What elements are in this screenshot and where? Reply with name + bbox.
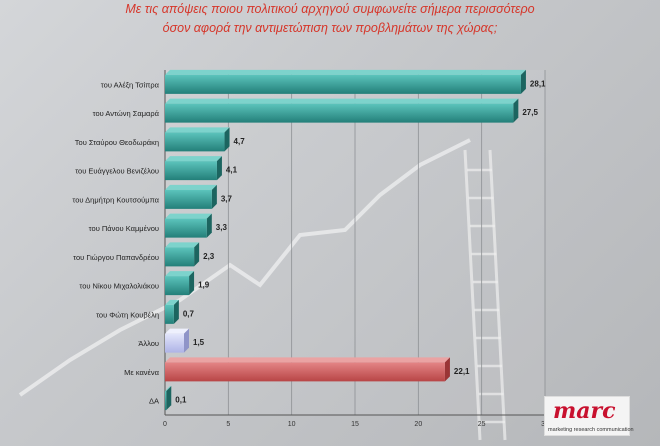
bar xyxy=(165,218,207,238)
value-label: 4,1 xyxy=(226,166,238,175)
bar-side-face xyxy=(194,242,200,267)
value-label: 27,5 xyxy=(522,108,538,117)
x-tick-label: 15 xyxy=(351,421,359,428)
chart-title: Με τις απόψεις ποιου πολιτικού αρχηγού σ… xyxy=(0,0,660,38)
category-label: του Αλέξη Τσίπρα xyxy=(101,80,160,89)
category-label: του Δημήτρη Κουτσούμπα xyxy=(72,195,159,204)
bar xyxy=(165,161,217,181)
value-label: 1,9 xyxy=(198,281,210,290)
category-label: Του Σταύρου Θεοδωράκη xyxy=(75,138,159,147)
category-label: του Φώτη Κουβέλη xyxy=(96,310,159,319)
category-label: Άλλου xyxy=(138,339,159,348)
bar xyxy=(165,304,174,324)
title-line-1: Με τις απόψεις ποιου πολιτικού αρχηγού σ… xyxy=(125,2,535,16)
logo-tagline: marketing research communication xyxy=(548,427,634,433)
bar-top-face xyxy=(165,156,222,162)
logo-mark: marc xyxy=(553,398,616,424)
category-label: του Γιώργου Παπανδρέου xyxy=(73,253,159,262)
bar-side-face xyxy=(224,127,230,152)
value-label: 3,7 xyxy=(221,194,233,203)
bar-side-face xyxy=(184,328,189,353)
bar-side-face xyxy=(211,184,217,209)
x-tick-label: 0 xyxy=(163,421,167,428)
value-label: 4,7 xyxy=(234,137,246,146)
category-label: Με κανένα xyxy=(124,368,160,377)
value-label: 2,3 xyxy=(203,252,215,261)
x-tick-label: 25 xyxy=(478,421,486,428)
bar-side-face xyxy=(513,98,519,123)
ladder-rail-left xyxy=(463,149,482,441)
category-label: του Νίκου Μιχαλολιάκου xyxy=(79,282,159,291)
x-tick-label: 10 xyxy=(288,421,296,428)
bar-side-face xyxy=(189,271,195,296)
value-label: 28,1 xyxy=(530,79,546,88)
bar xyxy=(165,74,521,94)
bar-side-face xyxy=(173,299,179,324)
value-label: 3,3 xyxy=(216,223,228,232)
bar-top-face xyxy=(165,127,230,133)
bar-side-face xyxy=(206,213,212,238)
value-label: 1,5 xyxy=(193,338,205,347)
title-line-2: όσον αφορά την αντιμετώπιση των προβλημά… xyxy=(162,21,498,35)
bar xyxy=(165,333,184,353)
bar xyxy=(165,103,514,123)
bar xyxy=(165,247,195,267)
bar-top-face xyxy=(165,98,519,104)
background-trend-line xyxy=(18,138,471,397)
value-label: 22,1 xyxy=(454,367,470,376)
x-tick-label: 5 xyxy=(226,421,230,428)
bar-side-face xyxy=(216,156,222,181)
bar xyxy=(165,189,212,209)
bar-side-face xyxy=(166,386,172,411)
bar xyxy=(165,132,225,152)
category-label: του Αντώνη Σαμαρά xyxy=(93,109,160,118)
bar-side-face xyxy=(520,69,526,94)
bar xyxy=(165,362,445,382)
x-tick-label: 20 xyxy=(414,421,422,428)
bar-top-face xyxy=(165,328,189,334)
category-label: του Πάνου Καμμένου xyxy=(89,224,159,233)
bar-side-face xyxy=(444,357,450,382)
value-label: 0,7 xyxy=(183,309,195,318)
bar-top-face xyxy=(165,299,179,305)
bar-top-face xyxy=(165,357,450,363)
category-label: ΔΑ xyxy=(149,397,159,406)
bar-top-face xyxy=(165,242,200,248)
value-label: 0,1 xyxy=(175,396,187,405)
bar xyxy=(165,391,167,411)
bar-top-face xyxy=(165,213,212,219)
marc-logo: marc marketing research communication xyxy=(544,396,634,436)
category-label: του Ευάγγελου Βενιζέλου xyxy=(75,167,159,176)
bar-top-face xyxy=(165,386,172,392)
bar xyxy=(165,276,190,296)
bar-top-face xyxy=(165,184,217,190)
bar-top-face xyxy=(165,271,195,277)
bar-top-face xyxy=(165,69,526,75)
